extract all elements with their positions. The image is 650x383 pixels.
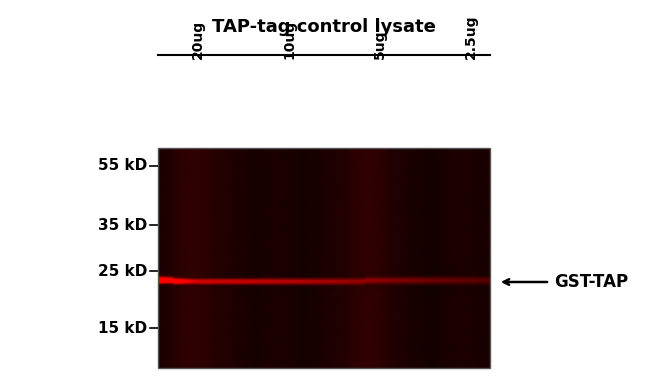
Text: 20ug: 20ug — [191, 20, 205, 59]
Text: 55 kD: 55 kD — [98, 158, 147, 173]
Text: TAP-tag control lysate: TAP-tag control lysate — [212, 18, 436, 36]
Text: 35 kD: 35 kD — [98, 218, 147, 232]
Text: 2.5ug: 2.5ug — [463, 15, 478, 59]
Text: 15 kD: 15 kD — [98, 321, 147, 336]
Text: 10ug: 10ug — [282, 20, 296, 59]
Text: 25 kD: 25 kD — [98, 264, 147, 279]
Text: 5ug: 5ug — [372, 29, 387, 59]
Bar — [158, 148, 490, 368]
Text: GST-TAP: GST-TAP — [554, 273, 628, 291]
